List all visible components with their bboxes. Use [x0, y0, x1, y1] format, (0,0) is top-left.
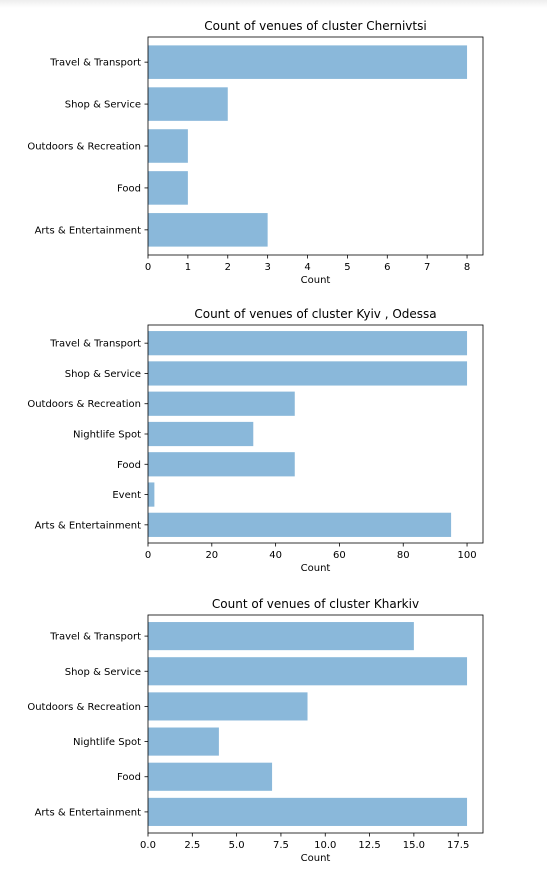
chart-kharkiv: Count of venues of cluster Kharkiv Arts &…: [0, 578, 547, 868]
y-tick-label-arts-entertainment: Arts & Entertainment: [35, 520, 141, 531]
y-tick-label-travel-transport: Travel & Transport: [49, 632, 141, 643]
y-tick-label-arts-entertainment: Arts & Entertainment: [35, 225, 141, 236]
y-tick-label-event: Event: [112, 490, 141, 501]
bar-outdoors-recreation: [148, 129, 188, 163]
y-tick-label-food: Food: [117, 772, 141, 783]
x-axis-label: Count: [301, 563, 331, 574]
chart-title: Count of venues of cluster Kharkiv: [212, 597, 419, 611]
y-tick-label-food: Food: [117, 460, 141, 471]
x-tick-label: 4: [304, 262, 310, 273]
x-tick-label: 8: [464, 262, 470, 273]
bar-travel-transport: [148, 331, 467, 355]
x-tick-label: 7.5: [273, 840, 289, 851]
y-tick-label-nightlife-spot: Nightlife Spot: [73, 737, 141, 748]
y-tick-label-nightlife-spot: Nightlife Spot: [73, 430, 141, 441]
bar-food: [148, 763, 272, 791]
x-axis-label: Count: [301, 275, 331, 286]
x-tick-label: 100: [458, 550, 477, 561]
x-axis-label: Count: [301, 853, 331, 864]
x-tick-label: 0.0: [140, 840, 156, 851]
bar-arts-entertainment: [148, 513, 451, 537]
x-tick-label: 17.5: [447, 840, 469, 851]
y-tick-label-food: Food: [117, 183, 141, 194]
y-tick-label-outdoors-recreation: Outdoors & Recreation: [27, 399, 141, 410]
bar-outdoors-recreation: [148, 392, 295, 416]
x-tick-label: 2: [225, 262, 231, 273]
x-tick-label: 0: [145, 262, 151, 273]
bar-nightlife-spot: [148, 728, 219, 756]
bar-travel-transport: [148, 45, 467, 79]
y-tick-label-arts-entertainment: Arts & Entertainment: [35, 807, 141, 818]
bar-food: [148, 452, 295, 476]
bar-nightlife-spot: [148, 422, 253, 446]
bar-arts-entertainment: [148, 798, 467, 826]
x-tick-label: 5: [344, 262, 350, 273]
x-tick-label: 0: [145, 550, 151, 561]
y-tick-label-shop-service: Shop & Service: [65, 369, 141, 380]
x-tick-label: 3: [264, 262, 270, 273]
x-tick-label: 20: [205, 550, 218, 561]
bar-outdoors-recreation: [148, 692, 308, 720]
bar-shop-service: [148, 87, 228, 121]
bar-food: [148, 171, 188, 205]
x-tick-label: 15.0: [403, 840, 425, 851]
chart-title: Count of venues of cluster Kyiv , Odessa: [194, 307, 436, 321]
chart-title: Count of venues of cluster Chernivtsi: [204, 19, 426, 33]
x-tick-label: 7: [424, 262, 430, 273]
bar-arts-entertainment: [148, 213, 268, 247]
y-tick-label-outdoors-recreation: Outdoors & Recreation: [27, 142, 141, 153]
chart-chernivtsi: Count of venues of cluster Chernivtsi Art…: [0, 0, 547, 290]
x-tick-label: 2.5: [184, 840, 200, 851]
y-tick-label-travel-transport: Travel & Transport: [49, 339, 141, 350]
x-tick-label: 12.5: [358, 840, 380, 851]
x-tick-label: 40: [269, 550, 282, 561]
chart-kyiv-odessa: Count of venues of cluster Kyiv , Odessa…: [0, 289, 547, 579]
x-tick-label: 80: [397, 550, 410, 561]
bar-shop-service: [148, 657, 467, 685]
y-tick-label-shop-service: Shop & Service: [65, 100, 141, 111]
y-tick-label-shop-service: Shop & Service: [65, 667, 141, 678]
y-tick-label-outdoors-recreation: Outdoors & Recreation: [27, 702, 141, 713]
bar-event: [148, 482, 154, 506]
x-tick-label: 10.0: [314, 840, 336, 851]
bar-travel-transport: [148, 622, 414, 650]
x-tick-label: 60: [333, 550, 346, 561]
x-tick-label: 5.0: [229, 840, 245, 851]
bar-shop-service: [148, 361, 467, 385]
y-tick-label-travel-transport: Travel & Transport: [49, 58, 141, 69]
x-tick-label: 1: [185, 262, 191, 273]
x-tick-label: 6: [384, 262, 390, 273]
